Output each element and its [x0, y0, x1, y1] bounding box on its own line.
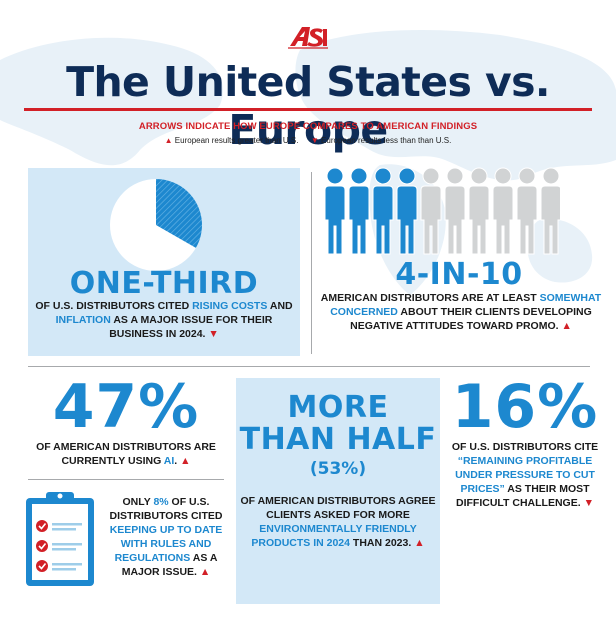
eco-products-description: OF AMERICAN DISTRIBUTORS AGREE CLIENTS A…	[240, 495, 436, 549]
people-icon-group	[324, 167, 560, 255]
page-title: The United States vs. Europe	[66, 58, 550, 154]
up-arrow-icon: ▲	[414, 537, 425, 549]
four-in-ten-headline: 4-IN-10	[395, 257, 523, 292]
person-icon	[444, 167, 466, 255]
arrow-legend: ▲ European results greater than U.S. ▼ E…	[0, 136, 616, 145]
person-icon-highlighted	[372, 167, 394, 255]
legend-up-text: European results greater than U.S.	[174, 136, 299, 145]
person-icon	[492, 167, 514, 255]
vertical-divider	[311, 172, 312, 354]
person-icon-highlighted	[324, 167, 346, 255]
person-icon	[468, 167, 490, 255]
regulations-description: ONLY 8% OF U.S. DISTRIBUTORS CITED KEEPI…	[109, 496, 223, 578]
pie-slice-highlight	[156, 179, 202, 248]
down-arrow-icon: ▼	[583, 497, 594, 509]
highlight-rising-costs: RISING COSTS	[192, 300, 268, 312]
profitability-description: OF U.S. DISTRIBUTORS CITE “REMAINING PRO…	[451, 441, 599, 509]
person-icon-highlighted	[396, 167, 418, 255]
highlight-inflation: INFLATION	[55, 314, 111, 326]
person-icon	[516, 167, 538, 255]
one-third-headline: ONE-THIRD	[69, 266, 259, 301]
pie-chart-icon	[110, 179, 202, 271]
four-in-ten-description: AMERICAN DISTRIBUTORS ARE AT LEAST SOMEW…	[320, 292, 602, 332]
title-underline	[24, 108, 592, 111]
highlight-8-percent: 8%	[153, 496, 169, 508]
up-arrow-icon: ▲	[180, 455, 191, 467]
up-arrow-icon: ▲	[561, 320, 572, 332]
asi-logo	[288, 27, 328, 49]
ai-usage-headline: 47%	[52, 372, 200, 442]
more-than-half-headline: MORE THAN HALF	[239, 390, 437, 457]
highlight-remaining-profitable: “REMAINING PROFITABLE UNDER PRESSURE TO …	[455, 455, 595, 495]
person-icon-highlighted	[348, 167, 370, 255]
highlight-environmentally-friendly: ENVIRONMENTALLY FRIENDLY PRODUCTS IN 202…	[251, 523, 417, 549]
ai-usage-description: OF AMERICAN DISTRIBUTORS ARE CURRENTLY U…	[36, 441, 216, 467]
person-icon	[540, 167, 560, 255]
horizontal-divider-small	[28, 479, 224, 480]
highlight-somewhat-concerned: SOMEWHAT CONCERNED	[330, 292, 602, 318]
up-arrow-icon: ▲	[164, 136, 173, 145]
up-arrow-icon: ▲	[199, 566, 211, 578]
down-arrow-icon: ▼	[208, 328, 219, 340]
subtitle: ARROWS INDICATE HOW EUROPE COMPARES TO A…	[138, 121, 478, 132]
legend-down-text: European results less than than U.S.	[321, 136, 452, 145]
fifty-three-percent: (53%)	[309, 459, 367, 479]
down-arrow-icon: ▼	[310, 136, 319, 145]
profitability-headline: 16%	[451, 372, 599, 442]
clipboard-checklist-icon	[26, 492, 94, 586]
highlight-keeping-up-to-date: KEEPING UP TO DATE WITH RULES AND REGULA…	[109, 524, 223, 564]
person-icon	[420, 167, 442, 255]
more-than-half-panel	[236, 378, 440, 604]
one-third-description: OF U.S. DISTRIBUTORS CITED RISING COSTS …	[35, 300, 293, 340]
horizontal-divider	[28, 366, 590, 367]
highlight-ai: AI	[163, 455, 175, 467]
